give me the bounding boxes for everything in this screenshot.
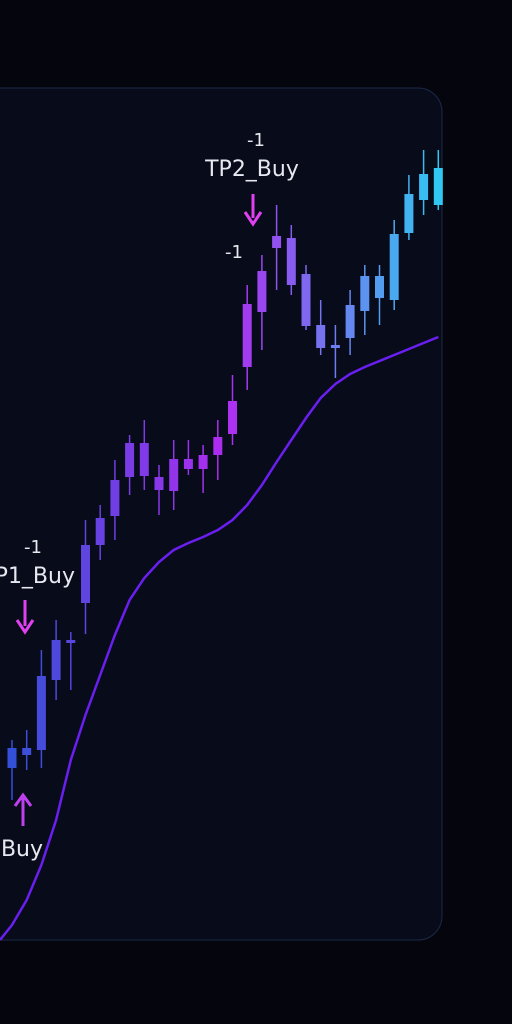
- annotation: TP1_Buy: [0, 564, 75, 589]
- candle-body: [22, 748, 32, 755]
- annotation: -1: [225, 242, 243, 263]
- candle-body: [257, 271, 267, 312]
- candle-body: [242, 304, 252, 367]
- candle-body: [183, 459, 193, 469]
- candle-body: [433, 168, 443, 205]
- candle-body: [419, 174, 429, 200]
- candle-body: [404, 194, 414, 233]
- candle-body: [272, 236, 282, 248]
- moving-average: [0, 335, 439, 941]
- candle-body: [389, 234, 399, 300]
- panel: [0, 87, 443, 941]
- annotation: -1: [247, 130, 265, 151]
- candle-body: [198, 455, 208, 469]
- candle-body: [213, 437, 223, 455]
- candle-body: [345, 305, 355, 338]
- candle-body: [51, 640, 61, 680]
- arrow-up: [13, 792, 33, 826]
- candle-body: [154, 477, 164, 490]
- candle-body: [316, 325, 326, 348]
- candle-body: [301, 274, 311, 326]
- candle-body: [169, 459, 179, 491]
- candle-body: [66, 640, 76, 643]
- candle-body: [330, 345, 340, 348]
- arrow-down: [15, 600, 35, 635]
- candle-body: [286, 238, 296, 285]
- plot: [0, 150, 443, 941]
- candle-body: [360, 276, 370, 311]
- candle-body: [228, 401, 237, 434]
- candle-body: [375, 276, 384, 298]
- candle-body: [81, 545, 90, 603]
- arrow-down: [243, 194, 263, 227]
- candle-body: [110, 480, 120, 516]
- annotation: -1: [24, 537, 42, 558]
- candle-body: [36, 676, 46, 750]
- candle-body: [7, 748, 17, 768]
- candle-body: [125, 443, 135, 477]
- candle-body: [139, 443, 149, 476]
- annotation: TP2_Buy: [204, 157, 299, 182]
- annotation: Buy: [1, 837, 43, 862]
- candle-body: [95, 518, 105, 545]
